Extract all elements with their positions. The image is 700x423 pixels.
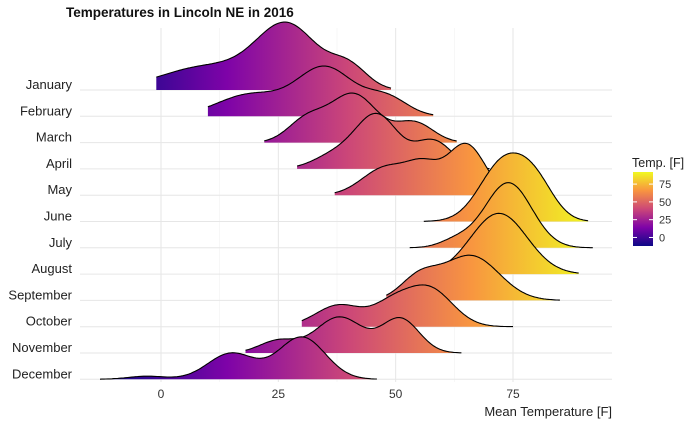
month-labels: January February March April May June July Augu… bbox=[8, 77, 72, 381]
legend-tick-label: 50 bbox=[659, 197, 671, 209]
ridge-march bbox=[264, 92, 457, 143]
ridge-outline bbox=[245, 316, 462, 354]
x-tick-label: 0 bbox=[158, 387, 165, 401]
ridge-outline bbox=[207, 65, 434, 116]
ridge-fill bbox=[334, 143, 528, 196]
legend-tick-label: 0 bbox=[659, 232, 665, 244]
ridge-fill bbox=[301, 284, 513, 327]
ridge-outline bbox=[409, 182, 593, 249]
month-label: March bbox=[36, 130, 72, 145]
x-tick-label: 75 bbox=[506, 387, 520, 401]
x-tick-label: 25 bbox=[272, 387, 286, 401]
month-label: July bbox=[49, 235, 73, 250]
x-axis-title: Mean Temperature [F] bbox=[484, 404, 612, 419]
month-label: August bbox=[32, 261, 73, 276]
ridges bbox=[99, 21, 593, 380]
ridge-fill bbox=[207, 66, 434, 117]
ridge-october bbox=[301, 284, 513, 328]
month-label: January bbox=[26, 77, 73, 92]
month-label: November bbox=[12, 340, 73, 355]
chart-title: Temperatures in Lincoln NE in 2016 bbox=[66, 5, 294, 20]
ridge-fill bbox=[297, 113, 490, 169]
month-label: September bbox=[8, 287, 72, 302]
legend-ticks: 0 25 50 75 bbox=[633, 179, 671, 244]
x-axis-ticks: 0 25 50 75 bbox=[158, 387, 520, 401]
month-label: December bbox=[12, 366, 73, 381]
ridge-outline bbox=[301, 284, 513, 328]
ridge-fill bbox=[156, 22, 391, 91]
ridge-outline bbox=[433, 212, 579, 274]
legend-tick-label: 75 bbox=[659, 179, 671, 191]
legend: Temp. [F] 0 25 50 75 bbox=[632, 156, 684, 246]
ridge-fill bbox=[264, 93, 457, 143]
x-tick-label: 50 bbox=[389, 387, 403, 401]
month-label: April bbox=[46, 156, 72, 171]
month-label: October bbox=[26, 314, 73, 329]
legend-colorbar bbox=[633, 172, 653, 246]
ridge-outline bbox=[386, 254, 560, 301]
ridge-fill bbox=[100, 336, 377, 380]
ridge-outline bbox=[423, 152, 589, 222]
month-label: June bbox=[44, 209, 72, 224]
ridge-outline bbox=[264, 92, 457, 142]
ridge-outline bbox=[156, 21, 392, 89]
ridge-february bbox=[207, 65, 434, 117]
legend-title: Temp. [F] bbox=[632, 156, 684, 170]
month-label: February bbox=[20, 103, 73, 118]
month-label: May bbox=[47, 182, 72, 197]
legend-tick-label: 25 bbox=[659, 215, 671, 227]
ridge-january bbox=[156, 21, 392, 91]
ridge-december bbox=[99, 336, 377, 380]
ridge-outline bbox=[99, 336, 377, 380]
